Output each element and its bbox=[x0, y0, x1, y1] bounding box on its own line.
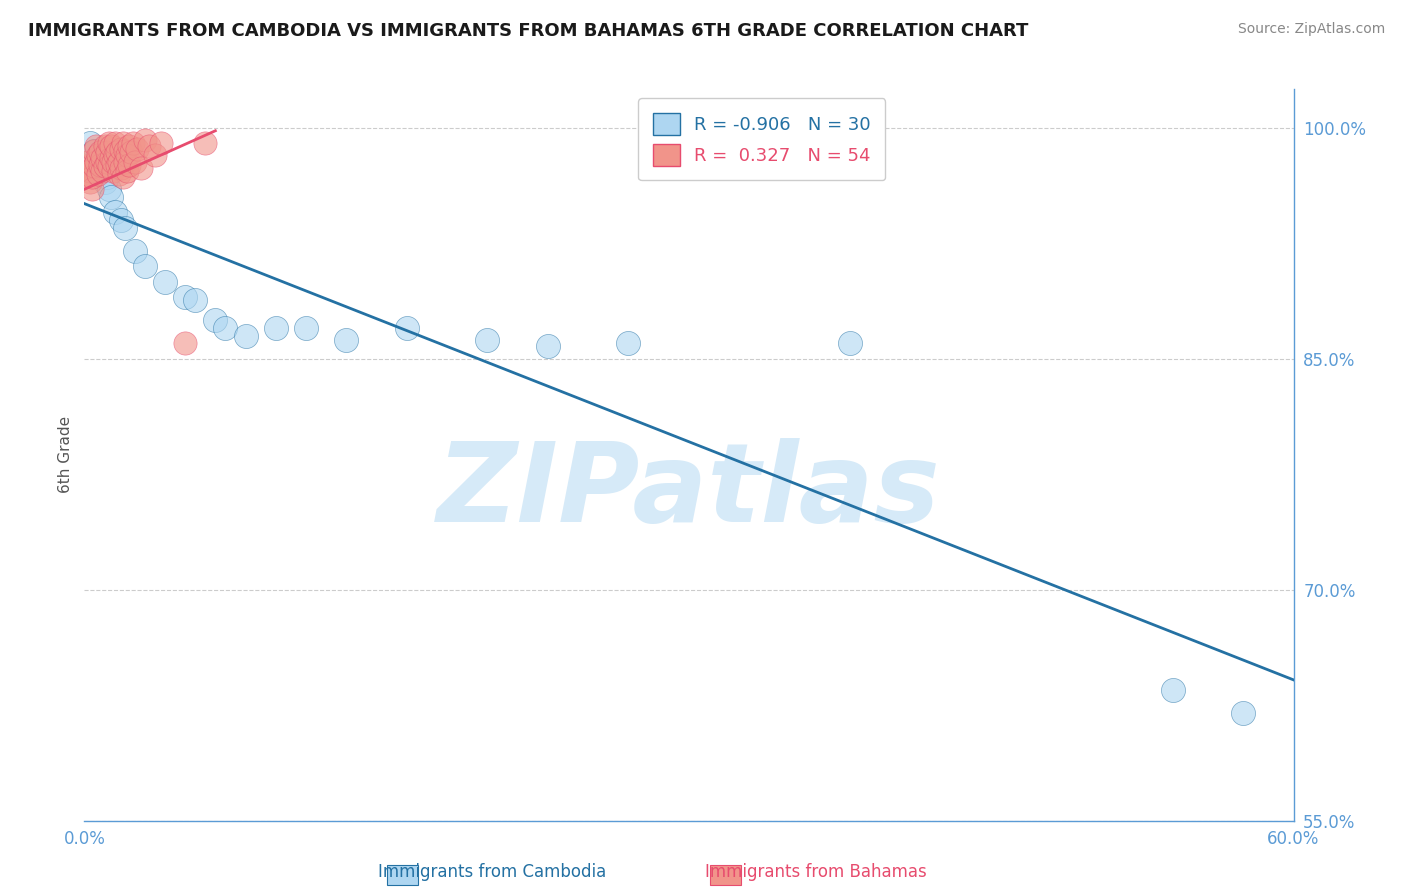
Point bbox=[477, 333, 499, 347]
Point bbox=[82, 182, 104, 196]
Point bbox=[75, 159, 97, 173]
Point bbox=[121, 136, 143, 150]
Point bbox=[91, 163, 114, 178]
Point bbox=[97, 136, 120, 150]
Point bbox=[120, 145, 142, 160]
Point bbox=[79, 136, 101, 150]
Point bbox=[105, 158, 128, 172]
Point bbox=[1232, 706, 1254, 720]
Point bbox=[110, 142, 132, 156]
Point bbox=[194, 136, 217, 150]
Point bbox=[143, 148, 166, 162]
Point bbox=[214, 321, 236, 335]
Point bbox=[107, 154, 129, 169]
Point bbox=[129, 161, 152, 175]
Point bbox=[100, 152, 122, 166]
Point bbox=[107, 167, 129, 181]
Point bbox=[104, 205, 127, 219]
Point bbox=[174, 336, 197, 351]
Point bbox=[264, 321, 287, 335]
Point bbox=[82, 169, 104, 184]
Point bbox=[114, 220, 136, 235]
Point bbox=[93, 139, 115, 153]
Point bbox=[125, 142, 148, 156]
Point bbox=[86, 154, 108, 169]
Text: ZIPatlas: ZIPatlas bbox=[437, 438, 941, 545]
Point bbox=[235, 328, 257, 343]
Legend: R = -0.906   N = 30, R =  0.327   N = 54: R = -0.906 N = 30, R = 0.327 N = 54 bbox=[638, 98, 886, 180]
Point bbox=[115, 148, 138, 162]
Point bbox=[149, 136, 172, 150]
Point bbox=[100, 190, 122, 204]
Point bbox=[89, 145, 111, 160]
Point bbox=[124, 244, 146, 258]
Point bbox=[86, 139, 108, 153]
Point bbox=[96, 154, 118, 169]
Point bbox=[153, 275, 176, 289]
Point bbox=[79, 163, 101, 178]
Point bbox=[204, 313, 226, 327]
Point bbox=[115, 163, 138, 178]
Point bbox=[111, 136, 134, 150]
Point bbox=[100, 139, 122, 153]
Text: IMMIGRANTS FROM CAMBODIA VS IMMIGRANTS FROM BAHAMAS 6TH GRADE CORRELATION CHART: IMMIGRANTS FROM CAMBODIA VS IMMIGRANTS F… bbox=[28, 22, 1029, 40]
Point bbox=[83, 159, 105, 173]
Y-axis label: 6th Grade: 6th Grade bbox=[58, 417, 73, 493]
Point bbox=[101, 163, 124, 178]
Point bbox=[96, 169, 118, 184]
Point bbox=[104, 148, 127, 162]
Point bbox=[104, 136, 127, 150]
Point bbox=[89, 163, 111, 178]
Point bbox=[118, 139, 141, 153]
Point bbox=[395, 321, 418, 335]
Point bbox=[124, 154, 146, 169]
Text: Immigrants from Bahamas: Immigrants from Bahamas bbox=[704, 863, 927, 881]
Point bbox=[93, 175, 115, 189]
Point bbox=[77, 154, 100, 169]
Point bbox=[295, 321, 318, 335]
Point bbox=[111, 169, 134, 184]
Point bbox=[335, 333, 357, 347]
Point bbox=[97, 159, 120, 173]
Point bbox=[87, 148, 110, 162]
Point bbox=[87, 154, 110, 169]
Point bbox=[839, 336, 862, 351]
Point bbox=[134, 133, 156, 147]
Point bbox=[138, 139, 160, 153]
Point bbox=[83, 144, 105, 158]
Point bbox=[110, 161, 132, 175]
Point bbox=[105, 145, 128, 160]
Point bbox=[134, 260, 156, 274]
Point bbox=[114, 154, 136, 169]
Point bbox=[89, 158, 111, 172]
Point bbox=[96, 145, 118, 160]
Point bbox=[97, 182, 120, 196]
Text: Immigrants from Cambodia: Immigrants from Cambodia bbox=[378, 863, 606, 881]
Point bbox=[93, 159, 115, 173]
Point bbox=[79, 175, 101, 189]
Point bbox=[83, 144, 105, 158]
Point bbox=[91, 152, 114, 166]
Point bbox=[617, 336, 640, 351]
Point bbox=[1161, 682, 1184, 697]
Text: Source: ZipAtlas.com: Source: ZipAtlas.com bbox=[1237, 22, 1385, 37]
Point bbox=[110, 213, 132, 227]
Point bbox=[114, 144, 136, 158]
Point bbox=[87, 167, 110, 181]
Point bbox=[174, 290, 197, 304]
Point bbox=[537, 339, 560, 353]
Point bbox=[118, 158, 141, 172]
Point bbox=[184, 293, 207, 308]
Point bbox=[101, 154, 124, 169]
Point bbox=[91, 159, 114, 173]
Point bbox=[77, 167, 100, 181]
